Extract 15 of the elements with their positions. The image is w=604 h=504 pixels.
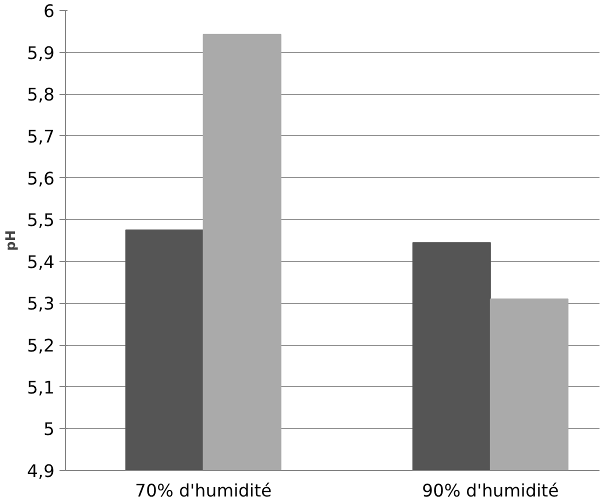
y-tick-label: 5 (43, 420, 55, 440)
y-tick-label: 5,8 (26, 86, 55, 106)
y-tick-label: 5,6 (26, 169, 55, 190)
y-tick-label: 5,3 (26, 294, 55, 315)
y-axis-title: pH (4, 230, 19, 251)
y-tick-label: 4,9 (26, 462, 55, 482)
y-tick-label: 5,7 (26, 127, 55, 148)
y-tick-label: 5,9 (26, 44, 55, 64)
x-tick-label: 90% d'humidité (422, 482, 559, 502)
y-tick-label: 6 (43, 2, 55, 22)
y-tick-label: 5,4 (26, 252, 55, 273)
y-tick-label: 5,5 (26, 211, 55, 232)
y-tick-label: 5,1 (26, 378, 55, 398)
y-tick-label: 5,2 (26, 336, 55, 357)
x-tick-label: 70% d'humidité (134, 482, 272, 502)
